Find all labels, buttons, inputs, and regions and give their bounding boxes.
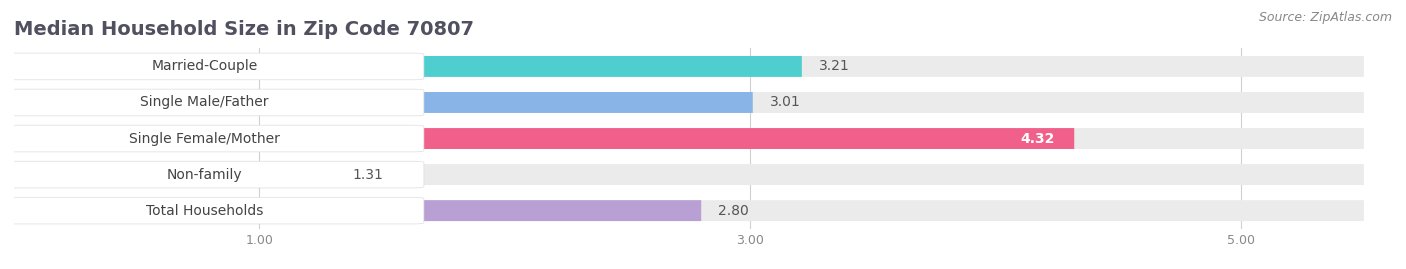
Text: 3.01: 3.01	[770, 95, 800, 109]
FancyBboxPatch shape	[14, 128, 1364, 149]
Text: Single Male/Father: Single Male/Father	[141, 95, 269, 109]
Text: Source: ZipAtlas.com: Source: ZipAtlas.com	[1258, 11, 1392, 24]
FancyBboxPatch shape	[14, 200, 1364, 221]
FancyBboxPatch shape	[0, 125, 423, 152]
FancyBboxPatch shape	[0, 89, 423, 116]
Text: 3.21: 3.21	[820, 59, 849, 73]
Text: Total Households: Total Households	[146, 204, 263, 218]
Text: 4.32: 4.32	[1021, 132, 1054, 146]
Text: Married-Couple: Married-Couple	[150, 59, 257, 73]
FancyBboxPatch shape	[14, 56, 801, 77]
FancyBboxPatch shape	[14, 164, 336, 185]
Text: Single Female/Mother: Single Female/Mother	[129, 132, 280, 146]
FancyBboxPatch shape	[0, 197, 423, 224]
FancyBboxPatch shape	[14, 92, 1364, 113]
FancyBboxPatch shape	[14, 56, 1364, 77]
Text: 2.80: 2.80	[718, 204, 749, 218]
Text: Median Household Size in Zip Code 70807: Median Household Size in Zip Code 70807	[14, 20, 474, 38]
FancyBboxPatch shape	[14, 92, 752, 113]
FancyBboxPatch shape	[14, 164, 1364, 185]
Text: Non-family: Non-family	[166, 168, 242, 182]
Text: 1.31: 1.31	[353, 168, 384, 182]
FancyBboxPatch shape	[0, 53, 423, 80]
FancyBboxPatch shape	[14, 128, 1074, 149]
FancyBboxPatch shape	[0, 161, 423, 188]
FancyBboxPatch shape	[14, 200, 702, 221]
